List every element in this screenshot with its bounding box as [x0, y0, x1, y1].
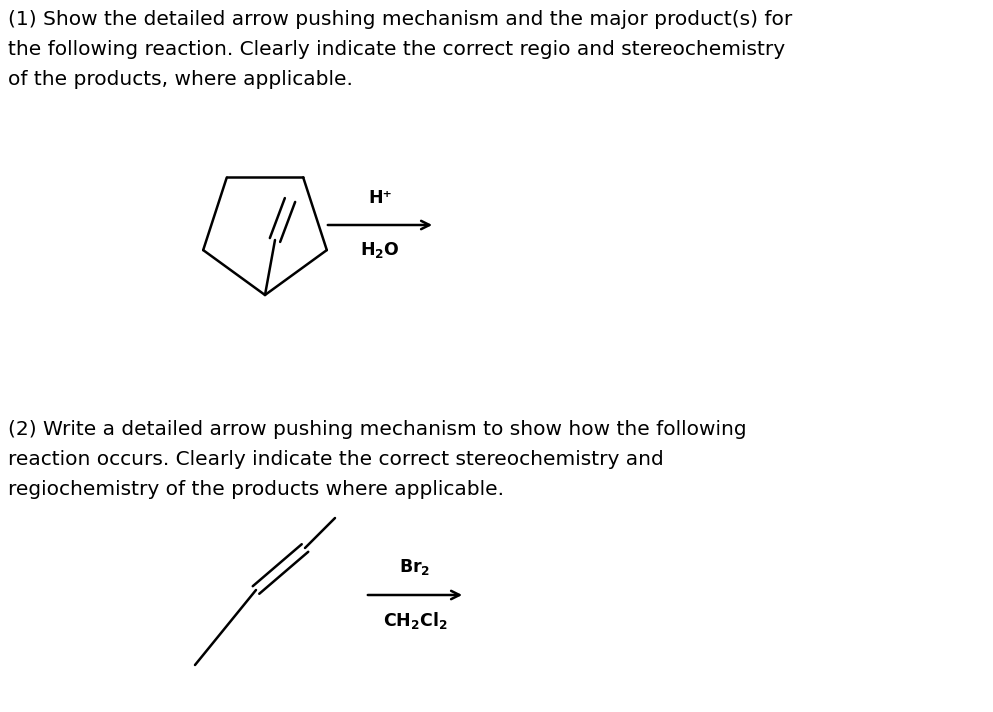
Text: H⁺: H⁺ [368, 189, 392, 207]
Text: (1) Show the detailed arrow pushing mechanism and the major product(s) for: (1) Show the detailed arrow pushing mech… [8, 10, 792, 29]
Text: $\mathbf{CH_2Cl_2}$: $\mathbf{CH_2Cl_2}$ [382, 610, 447, 631]
Text: the following reaction. Clearly indicate the correct regio and stereochemistry: the following reaction. Clearly indicate… [8, 40, 785, 59]
Text: of the products, where applicable.: of the products, where applicable. [8, 70, 353, 89]
Text: regiochemistry of the products where applicable.: regiochemistry of the products where app… [8, 480, 504, 499]
Text: reaction occurs. Clearly indicate the correct stereochemistry and: reaction occurs. Clearly indicate the co… [8, 450, 663, 469]
Text: (2) Write a detailed arrow pushing mechanism to show how the following: (2) Write a detailed arrow pushing mecha… [8, 420, 747, 439]
Text: $\mathbf{H_2O}$: $\mathbf{H_2O}$ [360, 240, 400, 260]
Text: $\mathbf{Br_2}$: $\mathbf{Br_2}$ [399, 557, 431, 577]
